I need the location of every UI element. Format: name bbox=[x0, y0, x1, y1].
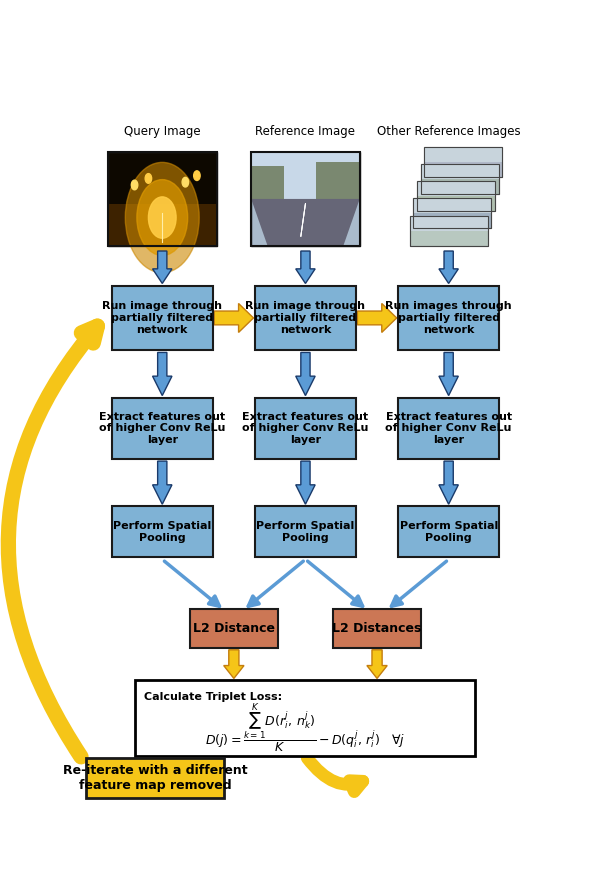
Text: Run images through
partially filtered
network: Run images through partially filtered ne… bbox=[386, 301, 512, 334]
Polygon shape bbox=[214, 304, 253, 332]
Text: L2 Distance: L2 Distance bbox=[193, 622, 275, 635]
Circle shape bbox=[125, 162, 199, 272]
FancyBboxPatch shape bbox=[421, 164, 499, 194]
Polygon shape bbox=[251, 152, 360, 199]
FancyBboxPatch shape bbox=[333, 609, 421, 648]
FancyBboxPatch shape bbox=[417, 181, 495, 211]
Polygon shape bbox=[439, 352, 458, 395]
FancyBboxPatch shape bbox=[255, 286, 356, 350]
Polygon shape bbox=[358, 304, 397, 332]
Polygon shape bbox=[224, 650, 244, 678]
Polygon shape bbox=[251, 199, 360, 246]
FancyBboxPatch shape bbox=[413, 198, 492, 228]
FancyBboxPatch shape bbox=[398, 286, 499, 350]
Text: Run image through
partially filtered
network: Run image through partially filtered net… bbox=[103, 301, 222, 334]
Text: Perform Spatial
Pooling: Perform Spatial Pooling bbox=[399, 521, 498, 543]
Circle shape bbox=[137, 179, 188, 255]
FancyBboxPatch shape bbox=[108, 152, 216, 246]
Circle shape bbox=[131, 180, 138, 190]
Polygon shape bbox=[153, 461, 172, 504]
Polygon shape bbox=[153, 251, 172, 283]
FancyBboxPatch shape bbox=[398, 398, 499, 459]
Text: Re-iterate with a different
feature map removed: Re-iterate with a different feature map … bbox=[63, 764, 248, 792]
Polygon shape bbox=[316, 161, 360, 199]
FancyBboxPatch shape bbox=[398, 506, 499, 557]
FancyBboxPatch shape bbox=[135, 680, 476, 756]
Polygon shape bbox=[108, 203, 216, 246]
Text: Extract features out
of higher Conv ReLu
layer: Extract features out of higher Conv ReLu… bbox=[99, 412, 225, 445]
FancyBboxPatch shape bbox=[255, 506, 356, 557]
FancyBboxPatch shape bbox=[86, 758, 224, 798]
Polygon shape bbox=[296, 251, 315, 283]
Polygon shape bbox=[251, 167, 284, 199]
Text: Perform Spatial
Pooling: Perform Spatial Pooling bbox=[256, 521, 355, 543]
Polygon shape bbox=[296, 352, 315, 395]
Circle shape bbox=[194, 171, 200, 180]
Polygon shape bbox=[421, 164, 499, 179]
Text: Other Reference Images: Other Reference Images bbox=[377, 125, 520, 138]
Text: Extract features out
of higher Conv ReLu
layer: Extract features out of higher Conv ReLu… bbox=[242, 412, 369, 445]
Polygon shape bbox=[439, 461, 458, 504]
Text: Perform Spatial
Pooling: Perform Spatial Pooling bbox=[113, 521, 212, 543]
Polygon shape bbox=[439, 251, 458, 283]
Text: Query Image: Query Image bbox=[124, 125, 201, 138]
FancyBboxPatch shape bbox=[424, 147, 502, 177]
Text: Extract features out
of higher Conv ReLu
layer: Extract features out of higher Conv ReLu… bbox=[386, 412, 512, 445]
FancyBboxPatch shape bbox=[251, 152, 360, 246]
Text: $D(j) = \dfrac{\sum_{k=1}^{K} D(r_i^j,\, n_k^j)}{K} - D(q_i^j,\, r_i^j) \quad \f: $D(j) = \dfrac{\sum_{k=1}^{K} D(r_i^j,\,… bbox=[206, 702, 405, 755]
Polygon shape bbox=[153, 352, 172, 395]
Polygon shape bbox=[413, 198, 492, 213]
FancyBboxPatch shape bbox=[111, 286, 213, 350]
Polygon shape bbox=[296, 461, 315, 504]
FancyBboxPatch shape bbox=[111, 398, 213, 459]
Polygon shape bbox=[367, 650, 387, 678]
Polygon shape bbox=[424, 147, 502, 161]
Polygon shape bbox=[409, 216, 488, 230]
FancyBboxPatch shape bbox=[255, 398, 356, 459]
Circle shape bbox=[182, 177, 188, 187]
Circle shape bbox=[148, 197, 176, 238]
Text: Reference Image: Reference Image bbox=[256, 125, 355, 138]
FancyBboxPatch shape bbox=[409, 216, 488, 246]
Text: L2 Distances: L2 Distances bbox=[333, 622, 422, 635]
Text: Run image through
partially filtered
network: Run image through partially filtered net… bbox=[246, 301, 365, 334]
Circle shape bbox=[145, 174, 151, 184]
Polygon shape bbox=[417, 181, 495, 196]
FancyBboxPatch shape bbox=[190, 609, 278, 648]
Text: Calculate Triplet Loss:: Calculate Triplet Loss: bbox=[144, 692, 282, 702]
FancyBboxPatch shape bbox=[111, 506, 213, 557]
